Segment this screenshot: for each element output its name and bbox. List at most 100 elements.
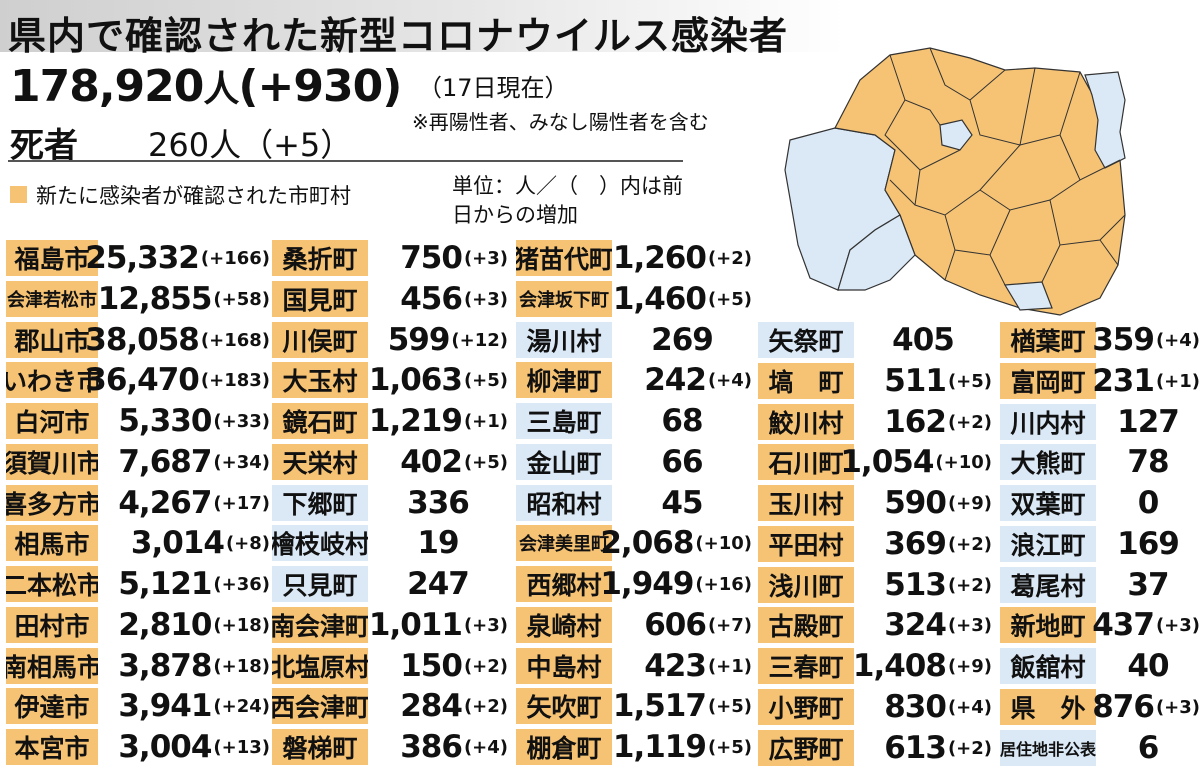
case-count: 336 (407, 485, 470, 521)
case-count: 45 (661, 485, 703, 521)
daily-increase: (+10) (935, 451, 992, 473)
case-count: 0 (1137, 485, 1160, 521)
municipality-name: 石川町 (758, 444, 854, 480)
municipality-name: 会津若松市 (6, 281, 98, 317)
municipality-name: 鮫川村 (758, 404, 854, 440)
municipality-name: 二本松市 (6, 566, 98, 602)
municipality-name: 小野町 (758, 689, 854, 725)
municipality-value: 513 (+2) (854, 567, 992, 603)
municipality-value: 12,855 (+58) (98, 281, 270, 317)
municipality-value: 830 (+4) (854, 689, 992, 725)
municipality-name: 中島村 (516, 648, 612, 684)
daily-increase: (+183) (200, 369, 270, 391)
case-count: 169 (1117, 526, 1180, 562)
case-count: 1,517 (612, 688, 707, 724)
municipality-value: 19 (368, 525, 508, 561)
legend-label: 新たに感染者が確認された市町村 (36, 184, 351, 208)
municipality-name: 川内村 (1000, 404, 1096, 440)
municipality-value: 1,949 (+16) (600, 566, 752, 602)
daily-increase: (+3) (1155, 614, 1200, 636)
case-count: 405 (892, 322, 955, 358)
daily-increase: (+24) (213, 695, 270, 717)
municipality-value: 1,119 (+5) (612, 729, 752, 765)
case-count: 40 (1127, 648, 1169, 684)
municipality-name: 相馬市 (6, 525, 98, 561)
case-count: 231 (1092, 363, 1155, 399)
case-count: 2,068 (600, 525, 694, 561)
daily-increase: (+168) (200, 329, 270, 351)
municipality-name: 伊達市 (6, 688, 98, 724)
municipality-value: 37 (1096, 567, 1200, 603)
daily-increase: (+34) (213, 451, 270, 473)
case-count: 68 (661, 403, 703, 439)
total-unit: 人 (203, 69, 239, 110)
municipality-value: 5,121 (+36) (100, 566, 270, 602)
case-count: 127 (1117, 404, 1180, 440)
municipality-name: 古殿町 (758, 607, 854, 643)
page-title: 県内で確認された新型コロナウイルス感染者 (8, 14, 789, 58)
case-count: 1,011 (368, 607, 463, 643)
municipality-name: 下郷町 (272, 485, 368, 521)
municipality-name: 玉川村 (758, 485, 854, 521)
municipality-value: 5,330 (+33) (100, 403, 270, 439)
municipality-name: 新地町 (1000, 607, 1096, 643)
case-count: 876 (1092, 689, 1155, 725)
municipality-value: 150 (+2) (368, 648, 508, 684)
fukushima-map (784, 47, 1126, 316)
municipality-value: 40 (1096, 648, 1200, 684)
case-count: 7,687 (118, 444, 212, 480)
municipality-value: 1,011 (+3) (368, 607, 508, 643)
daily-increase: (+2) (947, 533, 992, 555)
map-nw-blue (939, 119, 973, 151)
municipality-name: 矢吹町 (516, 688, 612, 724)
case-count: 1,054 (840, 444, 934, 480)
municipality-value: 247 (368, 566, 508, 602)
case-count: 6 (1137, 730, 1160, 766)
municipality-value: 162 (+2) (854, 404, 992, 440)
daily-increase: (+4) (463, 736, 508, 758)
total-cases: 178,920人(+930) (10, 60, 402, 112)
case-count: 2,810 (118, 607, 212, 643)
municipality-value: 511 (+5) (854, 363, 992, 399)
municipality-value: 78 (1096, 444, 1200, 480)
daily-increase: (+5) (707, 288, 752, 310)
municipality-name: 昭和村 (516, 485, 612, 521)
municipality-value: 750 (+3) (368, 240, 508, 276)
case-count: 613 (884, 730, 947, 766)
municipality-value: 36,470 (+183) (85, 362, 270, 398)
case-count: 1,260 (612, 240, 707, 276)
case-count: 37 (1127, 567, 1169, 603)
case-count: 386 (400, 729, 463, 765)
case-count: 599 (387, 322, 451, 358)
municipality-value: 405 (854, 322, 992, 358)
case-count: 78 (1127, 444, 1169, 480)
daily-increase: (+2) (463, 655, 508, 677)
municipality-name: 桑折町 (272, 240, 368, 276)
municipality-name: 只見町 (272, 566, 368, 602)
case-count: 284 (400, 688, 463, 724)
case-count: 324 (884, 607, 947, 643)
municipality-value: 437 (+3) (1092, 607, 1200, 643)
municipality-value: 369 (+2) (854, 526, 992, 562)
daily-increase: (+2) (947, 411, 992, 433)
daily-increase: (+5) (707, 736, 752, 758)
municipality-name: 棚倉町 (516, 729, 612, 765)
municipality-name: 富岡町 (1000, 363, 1096, 399)
municipality-value: 359 (+4) (1092, 322, 1200, 358)
deaths-label: 死者 (10, 126, 78, 166)
case-count: 1,063 (368, 362, 463, 398)
daily-increase: (+5) (463, 451, 508, 473)
case-count: 456 (400, 281, 463, 317)
municipality-name: 浪江町 (1000, 526, 1096, 562)
municipality-name: 飯舘村 (1000, 648, 1096, 684)
as-of-date: （17日現在） (418, 74, 569, 102)
municipality-name: 塙 町 (758, 363, 854, 399)
municipality-value: 269 (612, 322, 752, 358)
municipality-value: 876 (+3) (1092, 689, 1200, 725)
municipality-name: 郡山市 (6, 322, 98, 358)
case-count: 3,878 (118, 648, 212, 684)
daily-increase: (+9) (947, 492, 992, 514)
municipality-name: 南相馬市 (6, 648, 98, 684)
case-count: 66 (661, 444, 703, 480)
municipality-name: 三島町 (516, 403, 612, 439)
